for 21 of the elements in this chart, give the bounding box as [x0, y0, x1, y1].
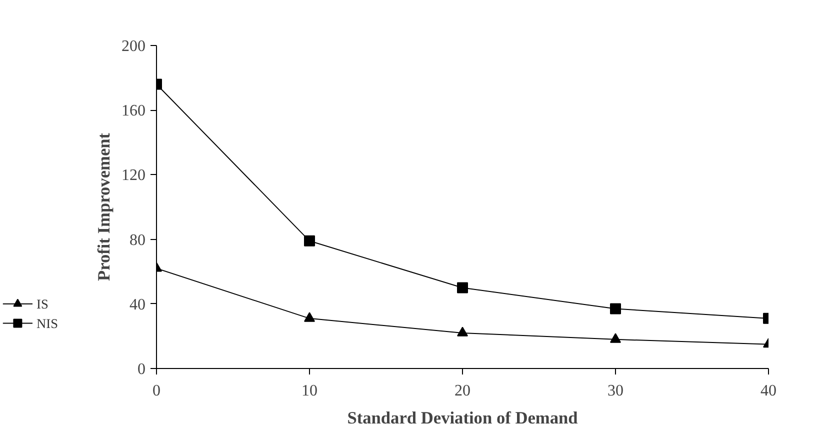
point	[304, 235, 315, 246]
y-tick-label: 80	[130, 232, 146, 249]
x-tick-label: 30	[608, 382, 624, 400]
y-tick-label: 0	[138, 361, 146, 378]
x-tick-label: 40	[760, 382, 776, 400]
legend-label: NIS	[36, 316, 58, 331]
point	[457, 326, 468, 336]
y-axis-title: Profit Improvement	[94, 132, 114, 282]
y-tick-label: 120	[122, 167, 146, 184]
y-tick-label: 40	[130, 296, 146, 314]
x-tick-label: 0	[152, 382, 160, 400]
point	[304, 312, 315, 322]
point	[610, 303, 621, 314]
legend-label: IS	[36, 296, 48, 312]
x-tick-label: 20	[454, 382, 470, 400]
y-tick-label: 200	[122, 38, 146, 55]
x-tick-label: 10	[302, 382, 318, 400]
point	[610, 333, 621, 343]
x-axis-title: Standard Deviation of Demand	[347, 408, 578, 428]
point	[457, 282, 468, 294]
y-tick-label: 160	[122, 102, 146, 120]
